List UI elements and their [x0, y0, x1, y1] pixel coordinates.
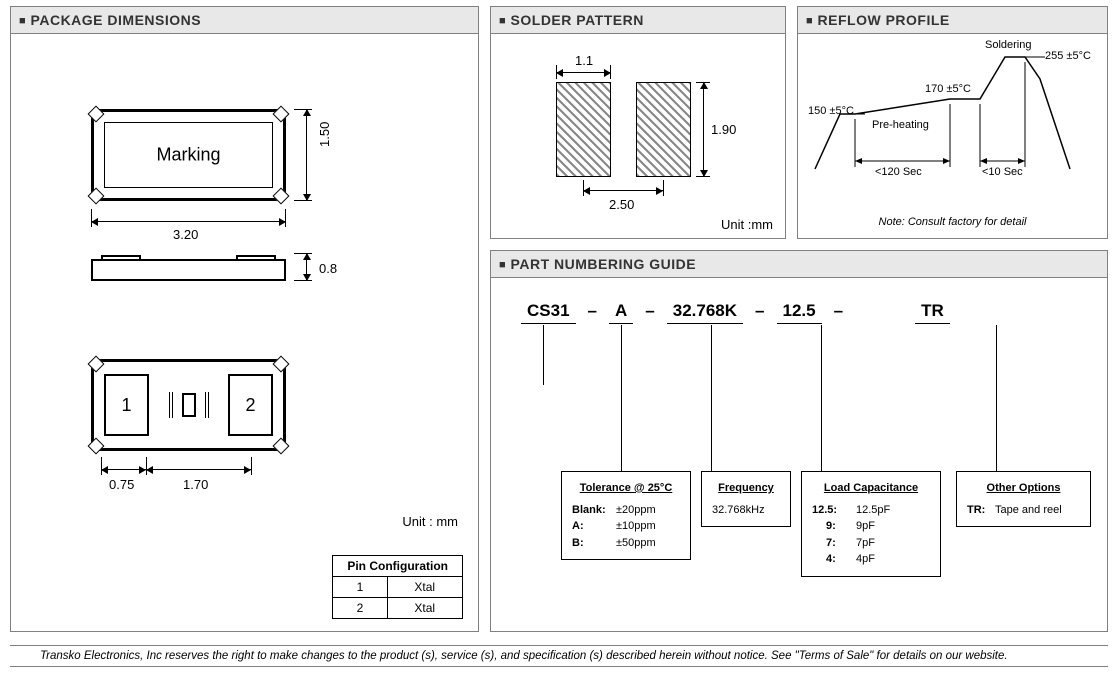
options-title: Other Options: [967, 480, 1080, 497]
package-dimensions-header: ■ PACKAGE DIMENSIONS: [10, 6, 479, 34]
solder-pad-height: 1.90: [711, 122, 736, 137]
solder-pattern-panel: ■ SOLDER PATTERN 1.1 1.90 2.50 Unit :mm: [490, 6, 786, 239]
reflow-profile-header: ■ REFLOW PROFILE: [797, 6, 1108, 34]
pad-pitch: 1.70: [183, 477, 208, 492]
table-row: 2Xtal: [333, 598, 463, 619]
part-numbering-panel: ■ PART NUMBERING GUIDE CS31 – A – 32.768…: [490, 250, 1108, 632]
tolerance-box: Tolerance @ 25°C Blank:±20ppm A:±10ppm B…: [561, 471, 691, 560]
pn-loadcap: 12.5: [777, 301, 822, 324]
pkg-unit: Unit : mm: [402, 514, 458, 529]
reflow-temp-preheat: 170 ±5°C: [925, 83, 971, 95]
pin2-label: 2: [245, 395, 255, 416]
table-row: 1Xtal: [333, 577, 463, 598]
reflow-soldering-label: Soldering: [985, 39, 1031, 51]
solder-pad-right: [636, 82, 691, 177]
reflow-title: REFLOW PROFILE: [818, 12, 950, 28]
tolerance-title: Tolerance @ 25°C: [572, 480, 680, 497]
pn-frequency: 32.768K: [667, 301, 743, 324]
package-title: PACKAGE DIMENSIONS: [31, 12, 202, 28]
part-numbering-header: ■ PART NUMBERING GUIDE: [490, 250, 1108, 278]
reflow-temp-peak: 255 ±5°C: [1045, 50, 1091, 62]
pkg-side-height: 0.8: [319, 261, 337, 276]
pn-series: CS31: [521, 301, 576, 324]
solder-pad-width: 1.1: [575, 53, 593, 68]
package-top-view: Marking 3.20 1.50: [91, 109, 286, 201]
frequency-box: Frequency 32.768kHz: [701, 471, 791, 527]
frequency-value: 32.768kHz: [712, 502, 780, 519]
package-bottom-view: 1 2 0.75 1.70: [91, 359, 286, 451]
pkg-width: 3.20: [173, 227, 198, 242]
footer-disclaimer: Transko Electronics, Inc reserves the ri…: [10, 645, 1108, 667]
reflow-preheat-time: <120 Sec: [875, 166, 922, 178]
reflow-preheat-label: Pre-heating: [872, 119, 929, 131]
pin1-label: 1: [121, 395, 131, 416]
solder-pattern-header: ■ SOLDER PATTERN: [490, 6, 786, 34]
pad-width: 0.75: [109, 477, 134, 492]
pn-options: TR: [915, 301, 950, 324]
solder-title: SOLDER PATTERN: [511, 12, 644, 28]
pkg-height: 1.50: [317, 122, 332, 147]
solder-unit: Unit :mm: [721, 217, 773, 232]
marking-label: Marking: [156, 145, 220, 166]
reflow-note: Note: Consult factory for detail: [810, 216, 1095, 228]
package-dimensions-panel: ■ PACKAGE DIMENSIONS Marking 3.20 1.50: [10, 6, 479, 632]
pn-tolerance: A: [609, 301, 633, 324]
solder-pad-pitch: 2.50: [609, 197, 634, 212]
options-box: Other Options TR:Tape and reel: [956, 471, 1091, 527]
frequency-title: Frequency: [712, 480, 780, 497]
reflow-chart: [810, 39, 1095, 204]
part-number-string: CS31 – A – 32.768K – 12.5 – TR: [521, 301, 1092, 324]
reflow-solder-time: <10 Sec: [982, 166, 1023, 178]
solder-pad-left: [556, 82, 611, 177]
pin-config-table: Pin Configuration 1Xtal 2Xtal: [332, 555, 463, 619]
loadcap-title: Load Capacitance: [812, 480, 930, 497]
reflow-temp-start: 150 ±5°C: [808, 105, 854, 117]
package-side-view: 0.8: [91, 259, 286, 281]
pin-config-header: Pin Configuration: [333, 556, 463, 577]
reflow-profile-panel: ■ REFLOW PROFILE 150 ±5°C 170 ±5°C 255 ±…: [797, 6, 1108, 239]
partnum-title: PART NUMBERING GUIDE: [511, 256, 697, 272]
loadcap-box: Load Capacitance 12.5:12.5pF 9:9pF 7:7pF…: [801, 471, 941, 577]
